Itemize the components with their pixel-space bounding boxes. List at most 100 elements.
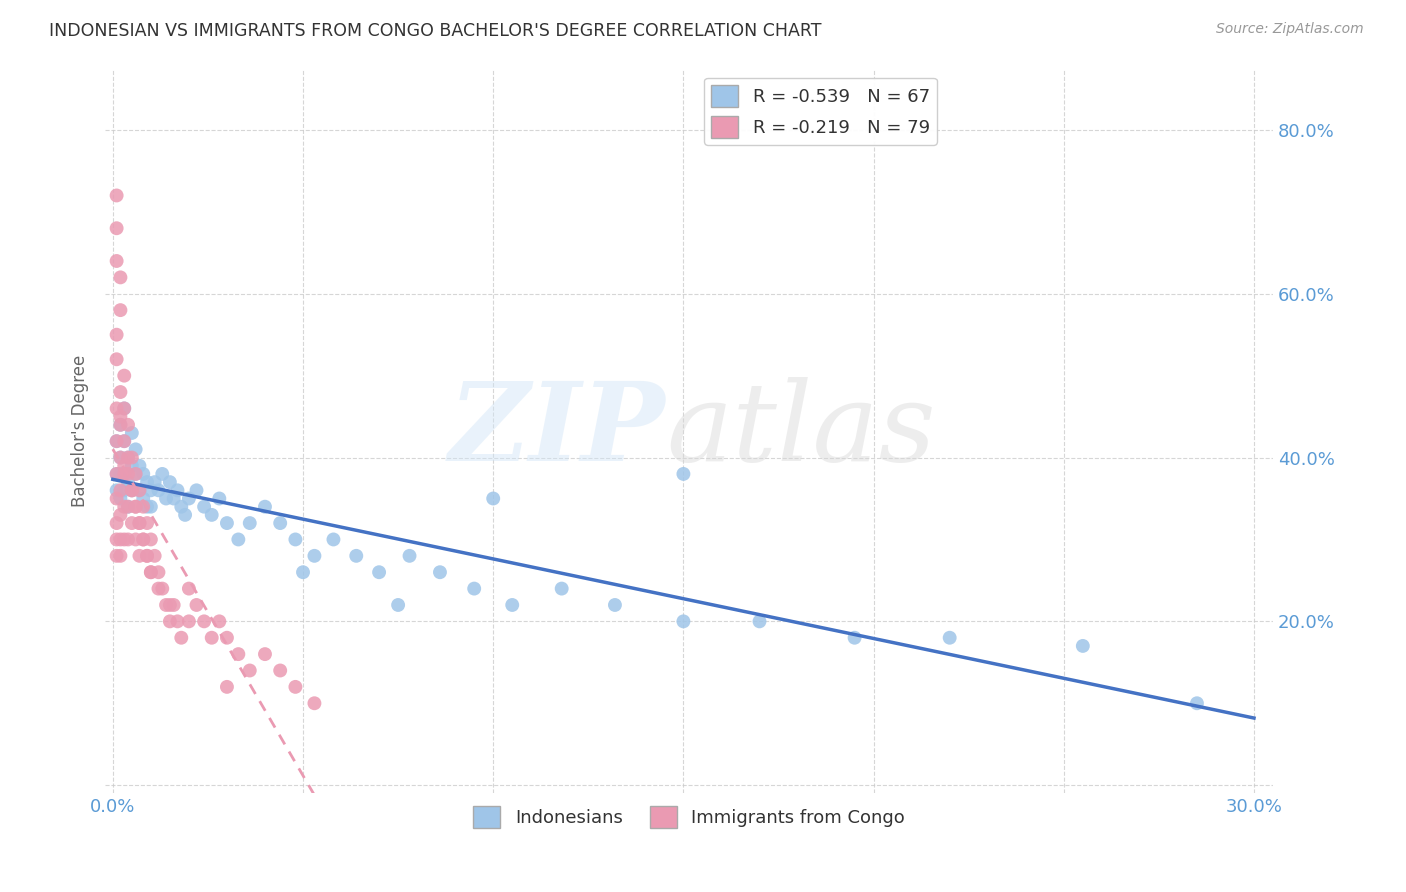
- Point: [269, 516, 291, 530]
- Point: [139, 500, 162, 514]
- Point: [159, 615, 181, 629]
- Point: [170, 500, 193, 514]
- Point: [110, 533, 132, 547]
- Point: [112, 500, 135, 514]
- Point: [139, 565, 162, 579]
- Point: [228, 647, 250, 661]
- Point: [1185, 696, 1208, 710]
- Text: Source: ZipAtlas.com: Source: ZipAtlas.com: [1216, 22, 1364, 37]
- Text: atlas: atlas: [666, 377, 935, 484]
- Point: [208, 491, 231, 506]
- Point: [105, 434, 128, 449]
- Point: [121, 458, 143, 473]
- Point: [110, 549, 132, 563]
- Point: [110, 483, 132, 498]
- Point: [128, 483, 150, 498]
- Point: [177, 615, 200, 629]
- Point: [128, 549, 150, 563]
- Point: [110, 417, 132, 432]
- Point: [124, 500, 146, 514]
- Point: [117, 450, 139, 465]
- Point: [105, 467, 128, 481]
- Point: [159, 475, 181, 489]
- Point: [105, 467, 128, 481]
- Point: [170, 631, 193, 645]
- Point: [148, 582, 170, 596]
- Point: [105, 254, 128, 268]
- Point: [112, 434, 135, 449]
- Point: [105, 549, 128, 563]
- Point: [105, 352, 128, 367]
- Point: [128, 516, 150, 530]
- Point: [1071, 639, 1094, 653]
- Point: [284, 680, 307, 694]
- Point: [121, 483, 143, 498]
- Point: [110, 270, 132, 285]
- Point: [155, 598, 177, 612]
- Point: [105, 401, 128, 416]
- Point: [139, 483, 162, 498]
- Point: [253, 500, 276, 514]
- Point: [124, 500, 146, 514]
- Point: [148, 483, 170, 498]
- Point: [748, 615, 770, 629]
- Point: [124, 533, 146, 547]
- Point: [501, 598, 523, 612]
- Point: [177, 491, 200, 506]
- Point: [193, 500, 215, 514]
- Point: [121, 483, 143, 498]
- Point: [117, 417, 139, 432]
- Point: [105, 491, 128, 506]
- Point: [139, 565, 162, 579]
- Point: [482, 491, 505, 506]
- Legend: Indonesians, Immigrants from Congo: Indonesians, Immigrants from Congo: [465, 798, 912, 835]
- Point: [166, 615, 188, 629]
- Point: [124, 442, 146, 457]
- Point: [112, 467, 135, 481]
- Point: [117, 467, 139, 481]
- Point: [132, 533, 155, 547]
- Point: [112, 368, 135, 383]
- Point: [128, 458, 150, 473]
- Point: [672, 615, 695, 629]
- Point: [143, 475, 166, 489]
- Point: [429, 565, 451, 579]
- Point: [177, 582, 200, 596]
- Point: [117, 450, 139, 465]
- Point: [143, 549, 166, 563]
- Point: [136, 475, 159, 489]
- Point: [550, 582, 572, 596]
- Point: [132, 491, 155, 506]
- Point: [112, 458, 135, 473]
- Point: [112, 467, 135, 481]
- Point: [208, 615, 231, 629]
- Point: [163, 598, 186, 612]
- Point: [110, 467, 132, 481]
- Point: [132, 500, 155, 514]
- Point: [304, 696, 326, 710]
- Point: [239, 516, 262, 530]
- Point: [112, 483, 135, 498]
- Point: [163, 491, 186, 506]
- Point: [132, 533, 155, 547]
- Point: [174, 508, 197, 522]
- Point: [112, 533, 135, 547]
- Point: [105, 516, 128, 530]
- Point: [186, 598, 208, 612]
- Point: [128, 483, 150, 498]
- Point: [269, 664, 291, 678]
- Point: [193, 615, 215, 629]
- Point: [186, 483, 208, 498]
- Point: [132, 467, 155, 481]
- Point: [139, 533, 162, 547]
- Point: [110, 491, 132, 506]
- Point: [166, 483, 188, 498]
- Point: [105, 533, 128, 547]
- Point: [368, 565, 391, 579]
- Point: [603, 598, 626, 612]
- Point: [105, 483, 128, 498]
- Point: [136, 549, 159, 563]
- Point: [304, 549, 326, 563]
- Text: ZIP: ZIP: [449, 377, 666, 484]
- Point: [121, 450, 143, 465]
